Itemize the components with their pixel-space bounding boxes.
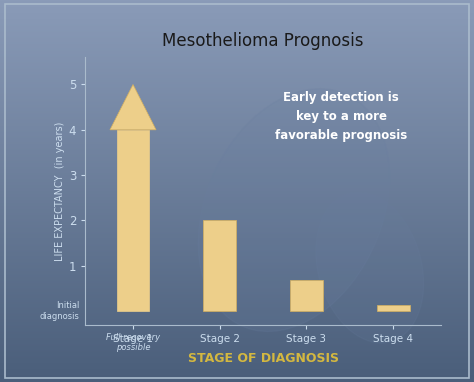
X-axis label: STAGE OF DIAGNOSIS: STAGE OF DIAGNOSIS — [188, 352, 338, 365]
Text: Full recovery
possible: Full recovery possible — [106, 333, 160, 352]
Bar — [290, 280, 323, 311]
Text: Early detection is
key to a more
favorable prognosis: Early detection is key to a more favorab… — [275, 91, 408, 142]
Title: Mesothelioma Prognosis: Mesothelioma Prognosis — [162, 32, 364, 50]
Ellipse shape — [316, 192, 424, 343]
Bar — [377, 305, 410, 311]
Bar — [117, 130, 149, 311]
Y-axis label: LIFE EXPECTANCY  (in years): LIFE EXPECTANCY (in years) — [55, 121, 64, 261]
Bar — [203, 220, 236, 311]
Polygon shape — [110, 84, 156, 130]
Text: Initial
diagnosis: Initial diagnosis — [39, 301, 79, 321]
Ellipse shape — [198, 89, 390, 332]
